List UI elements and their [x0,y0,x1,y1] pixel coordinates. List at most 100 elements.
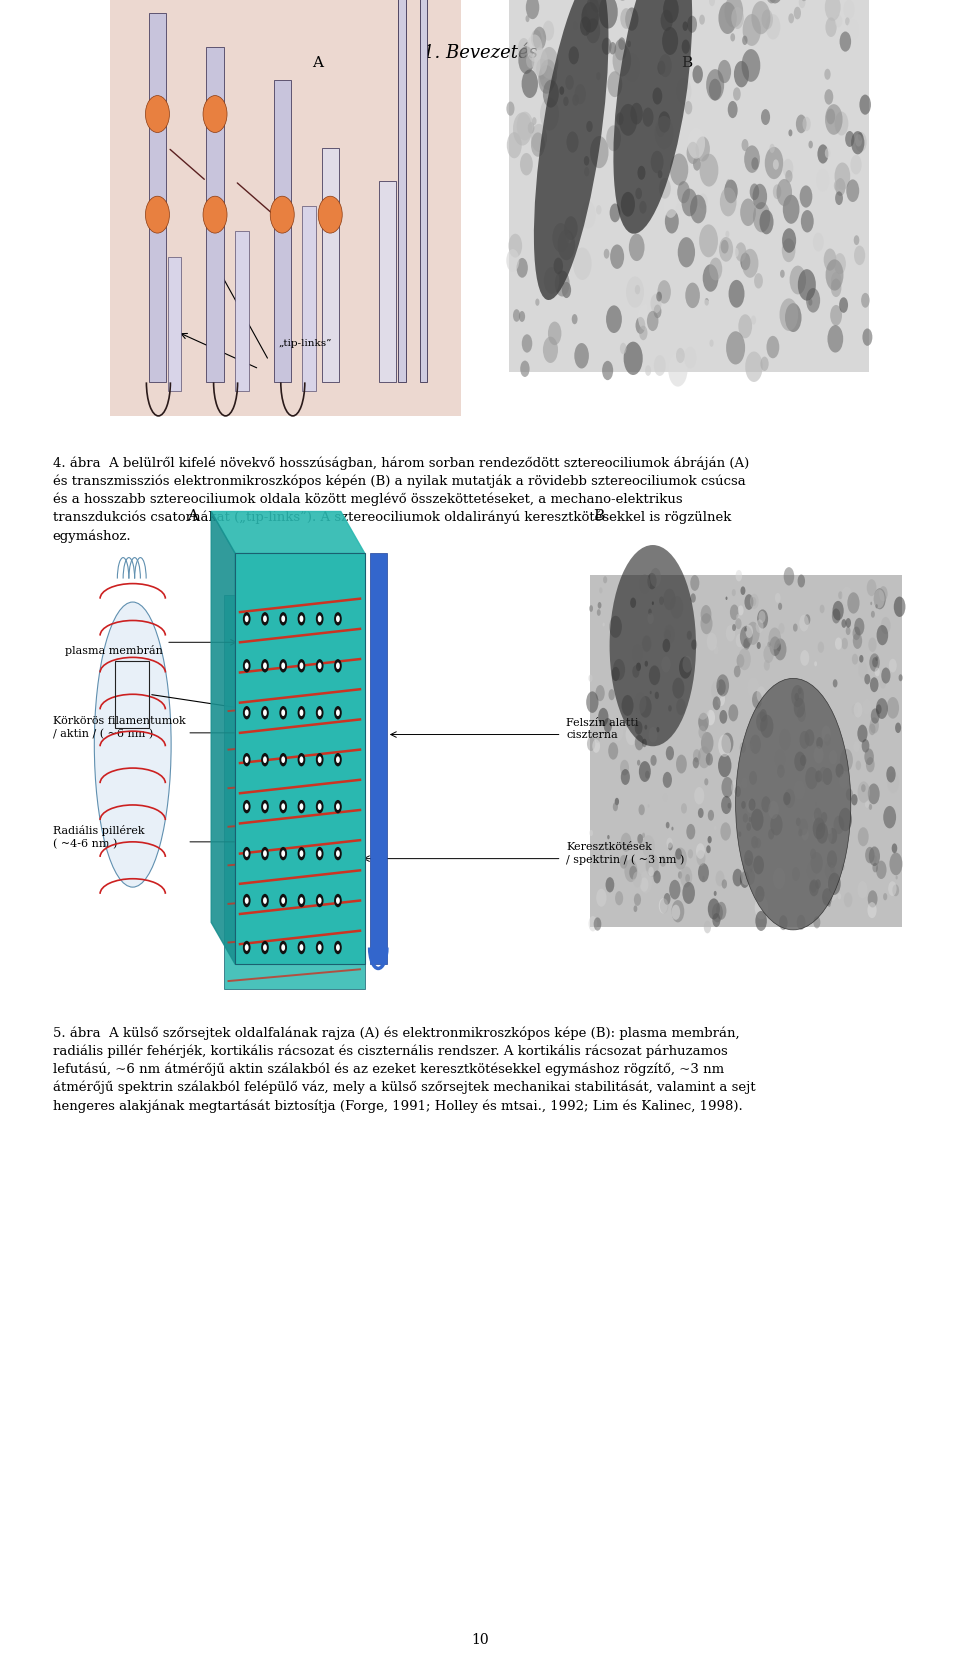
Circle shape [665,210,679,233]
Circle shape [720,822,731,840]
Circle shape [852,131,864,154]
Circle shape [718,755,732,776]
Circle shape [794,7,801,20]
Circle shape [543,267,560,293]
Circle shape [824,887,828,897]
Circle shape [658,169,662,178]
Circle shape [797,914,805,931]
Circle shape [852,627,860,641]
Circle shape [708,899,720,919]
Circle shape [873,657,878,667]
Circle shape [815,802,817,807]
Circle shape [853,235,859,245]
Circle shape [708,810,714,820]
Circle shape [826,17,837,37]
Circle shape [742,248,758,278]
Circle shape [834,253,846,275]
Circle shape [636,662,641,671]
Circle shape [800,755,806,766]
Circle shape [835,15,842,27]
Circle shape [334,941,342,954]
Circle shape [316,753,324,766]
Circle shape [757,609,768,629]
Circle shape [845,17,850,25]
Circle shape [298,612,305,626]
Circle shape [596,205,602,215]
Text: „tip-links”: „tip-links” [278,339,332,349]
Circle shape [870,654,879,672]
Circle shape [800,688,804,696]
Circle shape [721,240,729,253]
Circle shape [659,178,671,200]
Circle shape [846,627,851,636]
Circle shape [852,793,857,805]
Circle shape [707,709,715,726]
Circle shape [814,661,817,666]
Circle shape [814,746,824,763]
Circle shape [531,30,541,49]
Circle shape [746,823,751,830]
Circle shape [701,614,712,634]
Circle shape [875,667,879,676]
Circle shape [870,602,873,605]
Circle shape [852,704,858,714]
Circle shape [748,741,751,746]
Circle shape [532,47,548,75]
Circle shape [669,880,681,899]
Circle shape [876,656,878,661]
Circle shape [243,753,251,766]
Circle shape [560,86,564,96]
Circle shape [740,626,753,647]
Circle shape [752,691,762,709]
Circle shape [698,864,708,882]
Circle shape [261,706,269,719]
Circle shape [522,334,532,352]
Circle shape [243,706,251,719]
Circle shape [677,181,690,203]
Circle shape [709,258,722,280]
Circle shape [596,889,607,907]
Circle shape [647,293,662,319]
Circle shape [874,589,884,609]
Circle shape [300,615,303,622]
Circle shape [564,216,578,240]
Circle shape [857,781,870,803]
Circle shape [785,169,793,183]
Circle shape [635,285,640,293]
Circle shape [720,188,736,216]
Circle shape [298,753,305,766]
Circle shape [566,131,579,153]
Circle shape [805,766,818,790]
Circle shape [871,610,875,617]
Circle shape [717,679,726,694]
Circle shape [828,872,841,896]
Circle shape [620,8,632,29]
Circle shape [718,735,731,756]
Circle shape [621,191,635,216]
Circle shape [709,339,713,347]
Circle shape [742,35,748,45]
Circle shape [281,615,285,622]
Circle shape [650,569,661,587]
Circle shape [650,691,652,694]
Bar [420,0,427,382]
Circle shape [666,837,673,849]
Circle shape [243,941,251,954]
Circle shape [756,642,760,649]
Circle shape [840,748,852,771]
Circle shape [740,198,756,226]
Circle shape [644,661,648,667]
Circle shape [873,855,876,862]
Circle shape [699,726,706,740]
Bar [53,562,230,927]
Circle shape [841,619,847,627]
Circle shape [794,698,805,718]
Circle shape [830,272,842,290]
Circle shape [889,659,897,672]
Circle shape [744,850,754,865]
Circle shape [816,822,828,844]
Circle shape [752,158,758,169]
Circle shape [729,704,738,721]
Circle shape [318,944,322,951]
Circle shape [800,731,809,750]
